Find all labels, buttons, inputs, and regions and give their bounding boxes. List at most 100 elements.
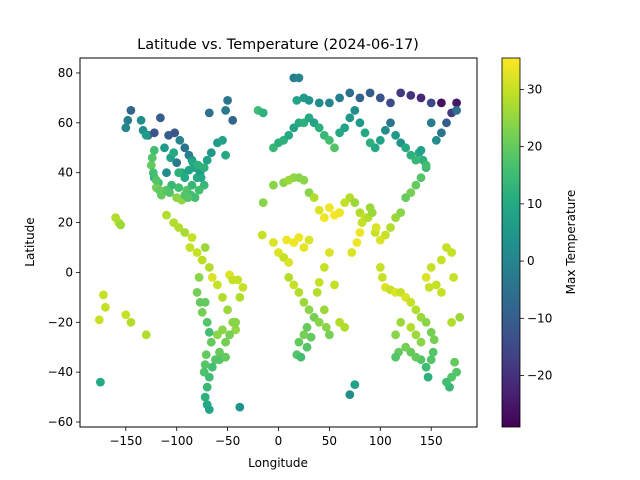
data-point	[421, 273, 431, 282]
data-point	[206, 148, 216, 158]
data-point	[294, 288, 304, 297]
data-point	[401, 342, 411, 352]
data-point	[314, 205, 324, 215]
data-point	[411, 180, 421, 190]
data-point	[123, 115, 133, 125]
data-point	[147, 153, 157, 163]
data-point	[296, 352, 306, 362]
data-point	[437, 128, 446, 138]
data-point	[340, 123, 350, 133]
data-point	[370, 143, 380, 153]
data-point	[428, 347, 438, 357]
data-point	[101, 302, 110, 312]
y-tick-label: 0	[65, 265, 73, 279]
data-point	[160, 143, 169, 153]
data-point	[185, 243, 195, 252]
data-point	[426, 327, 436, 337]
data-point	[200, 392, 210, 402]
data-point	[199, 367, 209, 377]
data-point	[136, 115, 146, 125]
data-point	[321, 322, 331, 332]
data-point	[184, 165, 194, 175]
data-point	[421, 160, 431, 170]
data-point	[180, 173, 190, 183]
data-point	[391, 130, 400, 140]
data-point	[357, 218, 367, 228]
colorbar-tick-label: 10	[527, 197, 542, 211]
data-point	[302, 342, 312, 352]
data-point	[330, 280, 339, 290]
data-point	[228, 275, 238, 285]
data-point	[381, 230, 390, 240]
y-axis-title: Latitude	[23, 217, 37, 266]
data-point	[175, 135, 185, 145]
data-point	[192, 288, 202, 297]
plot-frame	[79, 57, 478, 428]
data-point	[116, 220, 126, 230]
data-point	[180, 190, 190, 200]
data-point	[213, 280, 222, 290]
data-point	[416, 173, 426, 183]
data-point	[204, 108, 214, 118]
data-point	[218, 293, 227, 302]
y-tick-label: −40	[48, 365, 73, 379]
colorbar-tick-label: 30	[527, 82, 542, 96]
data-point	[299, 330, 309, 340]
data-point	[148, 168, 158, 178]
data-point	[304, 235, 314, 245]
data-point	[174, 168, 184, 178]
data-point	[426, 355, 436, 365]
data-point	[99, 290, 108, 300]
data-point	[162, 168, 171, 178]
data-point	[304, 96, 314, 105]
data-point	[197, 255, 207, 265]
data-point	[169, 148, 179, 158]
data-point	[231, 317, 241, 327]
data-point	[314, 123, 324, 133]
data-point	[204, 263, 214, 272]
data-point	[294, 233, 304, 242]
x-axis-title: Longitude	[248, 456, 308, 470]
data-point	[401, 143, 411, 153]
data-point	[386, 98, 395, 108]
data-point	[207, 273, 217, 282]
data-point	[421, 362, 431, 372]
data-point	[215, 347, 224, 357]
data-point	[437, 255, 446, 265]
data-point	[187, 180, 197, 190]
x-axis: −150 −100 −50 0 50 100 150	[109, 427, 443, 448]
data-point	[406, 188, 416, 198]
data-point	[396, 317, 406, 327]
data-point	[411, 330, 421, 340]
data-point	[355, 118, 365, 128]
data-point	[299, 175, 309, 185]
data-point	[375, 135, 385, 145]
data-point	[371, 223, 381, 232]
colorbar-title: Max Temperature	[564, 190, 578, 295]
data-point	[325, 248, 334, 257]
data-point	[195, 297, 205, 307]
data-point	[238, 283, 248, 292]
data-point	[391, 330, 400, 340]
data-point	[437, 98, 446, 108]
data-point	[447, 248, 456, 257]
data-point	[350, 198, 360, 208]
data-point	[202, 382, 212, 392]
y-axis: −60 −40 −20 0 20 40 60 80	[48, 66, 80, 429]
data-point	[258, 108, 268, 118]
data-point	[447, 317, 456, 327]
data-point	[314, 98, 324, 108]
data-point	[294, 337, 304, 347]
data-point	[155, 185, 164, 195]
data-point	[345, 390, 355, 399]
data-point	[406, 297, 416, 307]
data-point	[411, 305, 421, 315]
data-point	[325, 98, 334, 108]
data-point	[162, 210, 171, 220]
data-point	[423, 372, 433, 382]
data-point	[141, 330, 151, 340]
data-point	[257, 230, 267, 240]
data-point	[194, 273, 204, 282]
data-point	[284, 258, 294, 267]
